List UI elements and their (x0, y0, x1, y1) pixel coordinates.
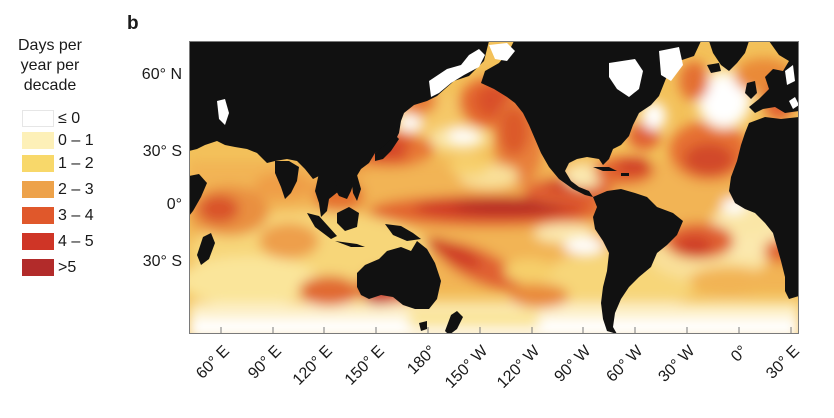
legend-label: ≤ 0 (58, 110, 81, 127)
sea-ice-regions (217, 43, 799, 125)
legend-label: 3 – 4 (58, 207, 94, 224)
heat-field (189, 58, 799, 334)
new-guinea (385, 224, 421, 241)
africa-east (189, 174, 207, 216)
legend-swatch (22, 233, 54, 250)
japan (375, 135, 399, 161)
x-tick-label-0: 0° (727, 342, 751, 366)
greenland (709, 41, 749, 71)
x-tick-label-30e: 30° E (762, 342, 803, 383)
legend-item-gt5: >5 (22, 259, 76, 276)
british-isles (745, 81, 757, 99)
x-tick-label-90e: 90° E (244, 342, 285, 383)
labrador-ice (659, 47, 683, 81)
legend-item-le0: ≤ 0 (22, 110, 80, 127)
legend-label: 0 – 1 (58, 132, 94, 149)
land-masses (189, 41, 799, 334)
legend-item-2-3: 2 – 3 (22, 181, 94, 198)
y-tick-label-0: 0° (166, 196, 182, 213)
x-tick-label-120w: 120° W (494, 342, 544, 392)
legend-title-line-1: Days per (17, 37, 83, 54)
x-tick-label-60e: 60° E (192, 342, 233, 383)
legend-item-3-4: 3 – 4 (22, 207, 94, 224)
legend-label: 4 – 5 (58, 233, 94, 250)
y-tick-label-30n: 30° S (142, 143, 182, 160)
legend-title-line-3: decade (23, 77, 77, 94)
x-tick-label-60w: 60° W (603, 342, 647, 386)
legend-swatch (22, 259, 54, 276)
legend-swatch (22, 132, 54, 149)
x-tick-label-150w: 150° W (442, 342, 492, 392)
y-tick-label-30s: 30° S (142, 253, 182, 270)
legend-item-1-2: 1 – 2 (22, 155, 94, 172)
map-frame (189, 41, 799, 334)
legend-swatch (22, 155, 54, 172)
legend-label: 1 – 2 (58, 155, 94, 172)
x-tick-label-150e: 150° E (341, 342, 388, 389)
legend-swatch (22, 207, 54, 224)
borneo (337, 207, 359, 231)
hispaniola (621, 173, 629, 176)
panel-label: b (127, 13, 139, 34)
south-america (593, 189, 683, 334)
legend-title-line-2: year per (20, 57, 80, 74)
legend-item-0-1: 0 – 1 (22, 132, 94, 149)
asia (189, 41, 489, 199)
legend-title: Days per year per decade (0, 36, 100, 96)
madagascar (197, 233, 215, 265)
black-sea-fringe (789, 97, 799, 109)
legend-swatch (22, 181, 54, 198)
okhotsk-ice (429, 49, 485, 97)
legend-label: 2 – 3 (58, 181, 94, 198)
new-zealand (445, 311, 463, 334)
north-america (481, 41, 701, 197)
tasmania (419, 321, 427, 331)
legend-item-4-5: 4 – 5 (22, 233, 94, 250)
x-ticks (220, 327, 792, 334)
legend-swatch (22, 110, 54, 127)
legend-label: >5 (58, 259, 77, 276)
x-tick-label-90w: 90° W (551, 342, 595, 386)
iceland (707, 63, 721, 73)
africa (729, 117, 799, 299)
x-tick-label-180: 180° (404, 342, 440, 379)
x-tick-label-30w: 30° W (655, 342, 699, 386)
philippines (351, 175, 361, 201)
europe (749, 41, 799, 113)
caspian (217, 99, 229, 125)
india (275, 161, 299, 199)
indochina (315, 173, 339, 217)
cuba (593, 167, 617, 171)
hudson-bay-ice (609, 59, 643, 97)
heatwave-trend-map (189, 41, 799, 334)
sumatra (307, 213, 337, 239)
baltic (785, 65, 795, 85)
bering-ice (489, 43, 515, 61)
y-tick-label-60n: 60° N (141, 66, 182, 83)
java (335, 241, 365, 247)
x-tick-label-120e: 120° E (289, 342, 336, 389)
australia (357, 241, 441, 309)
